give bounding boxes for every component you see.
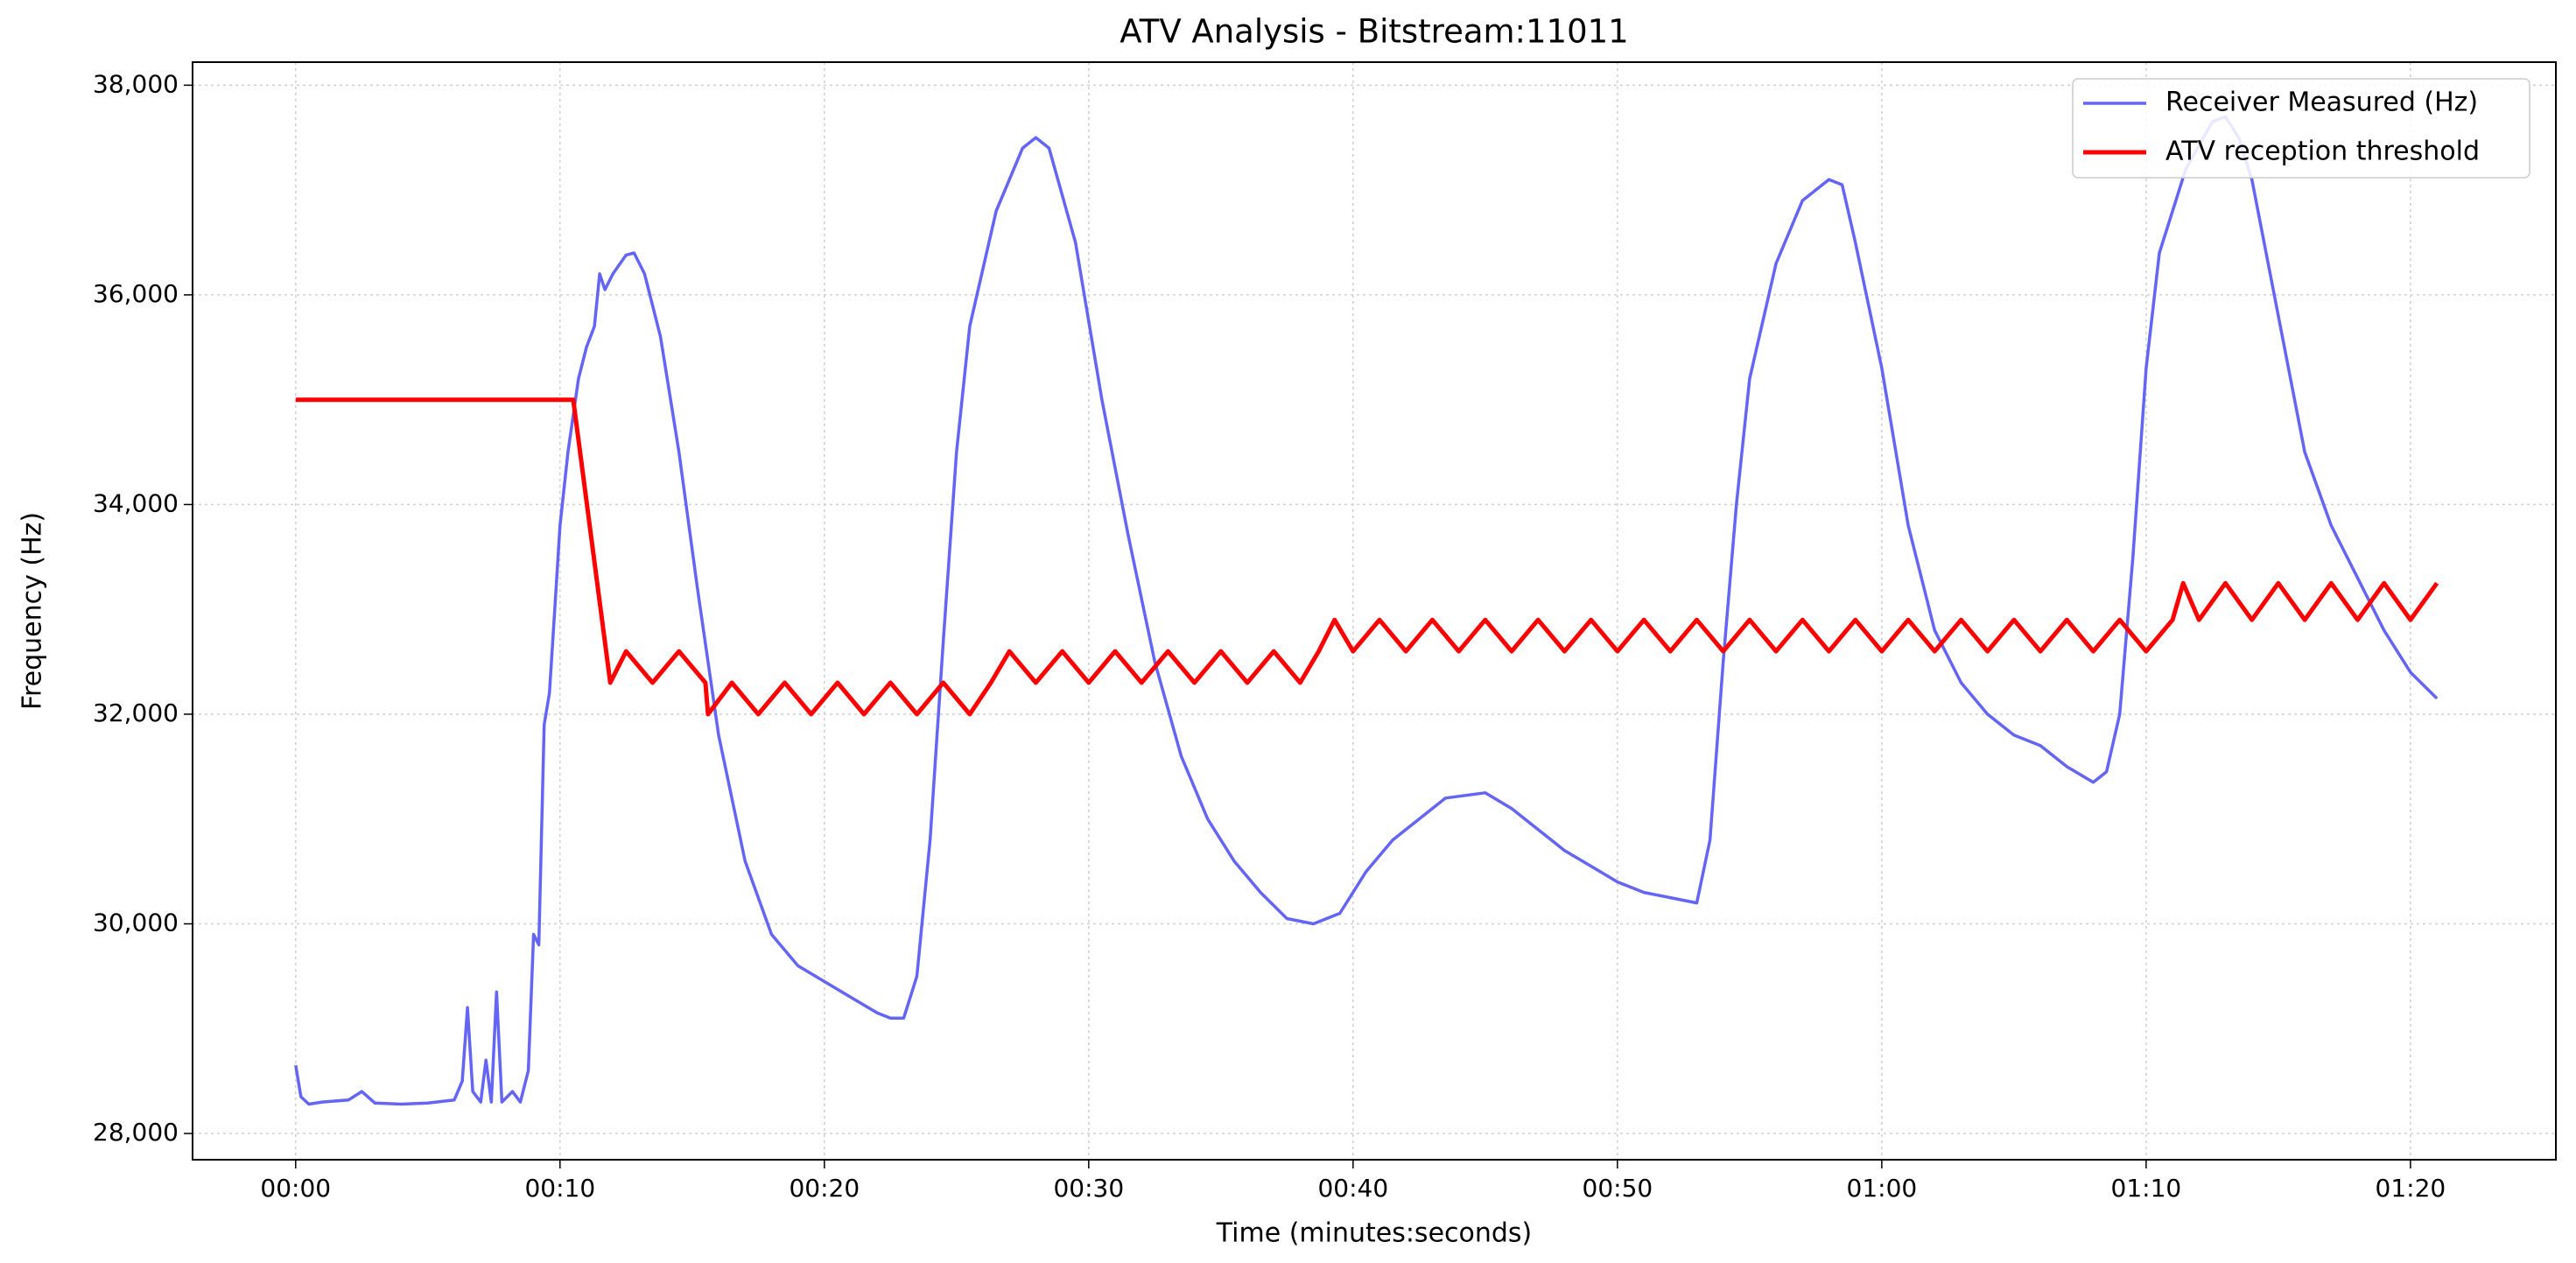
plot-frame xyxy=(192,61,2557,1161)
chart-title: ATV Analysis - Bitstream:11011 xyxy=(1120,13,1628,51)
line-series xyxy=(294,115,2439,1106)
x-tick-label: 01:20 xyxy=(2376,1174,2446,1203)
legend-label: Receiver Measured (Hz) xyxy=(2165,88,2478,118)
x-tick-label: 00:30 xyxy=(1053,1174,1124,1203)
x-tick-label: 01:00 xyxy=(1847,1174,1918,1203)
legend-label: ATV reception threshold xyxy=(2165,137,2480,167)
y-axis-label: Frequency (Hz) xyxy=(18,512,48,710)
y-tick-label: 36,000 xyxy=(93,279,179,308)
y-tick-label: 28,000 xyxy=(93,1118,179,1147)
legend: Receiver Measured (Hz) ATV reception thre… xyxy=(2072,78,2530,179)
x-tick-label: 00:10 xyxy=(524,1174,595,1203)
x-tick-label: 00:00 xyxy=(260,1174,331,1203)
x-axis-label: Time (minutes:seconds) xyxy=(1216,1218,1533,1249)
line-series xyxy=(295,397,2439,717)
y-tick-label: 32,000 xyxy=(93,698,179,727)
y-tick-label: 38,000 xyxy=(93,69,179,98)
x-tick-label: 00:20 xyxy=(789,1174,860,1203)
x-tick-label: 01:10 xyxy=(2111,1174,2182,1203)
x-tick-label: 00:40 xyxy=(1317,1174,1388,1203)
legend-box xyxy=(2072,78,2530,179)
x-tick-label: 00:50 xyxy=(1583,1174,1653,1203)
y-tick-label: 30,000 xyxy=(93,909,179,937)
y-tick-label: 34,000 xyxy=(93,488,179,517)
